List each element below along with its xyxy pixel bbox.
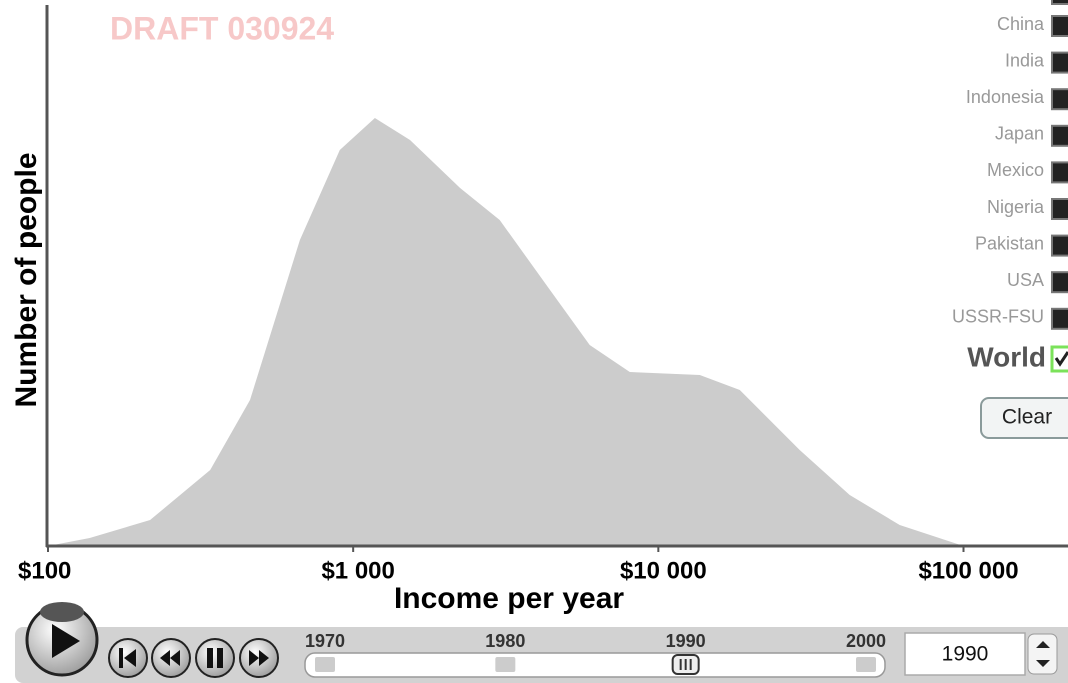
year-tick <box>315 657 335 672</box>
thumb-grip <box>679 659 692 670</box>
x-tick-label: $100 000 <box>918 557 1018 584</box>
play-icon <box>52 624 80 658</box>
year-label: 1980 <box>485 631 525 651</box>
checkbox[interactable] <box>1051 124 1068 147</box>
world-checkbox[interactable] <box>1050 345 1068 373</box>
pause-icon <box>207 648 223 668</box>
clear-label: Clear <box>1002 406 1052 429</box>
year-label: 2000 <box>846 631 886 651</box>
checkbox[interactable] <box>1051 0 1068 5</box>
clear-button[interactable] <box>980 397 1068 439</box>
country-label: China <box>997 14 1045 34</box>
country-label: Japan <box>995 124 1044 144</box>
country-label: Indonesia <box>966 87 1045 107</box>
checkbox[interactable] <box>1051 161 1068 184</box>
year-label: 1990 <box>666 631 706 651</box>
year-label: 1970 <box>305 631 345 651</box>
area <box>48 118 964 546</box>
pause-button[interactable] <box>195 638 235 678</box>
x-axis-label: Income per year <box>394 582 624 615</box>
checkbox[interactable] <box>1051 198 1068 220</box>
checkbox[interactable] <box>1051 15 1068 37</box>
timeline: 1970 1980 1990 2000 <box>305 631 886 675</box>
forward-icon <box>249 650 269 666</box>
year-box[interactable] <box>904 632 1026 676</box>
x-tick-label: $10 000 <box>620 557 707 584</box>
x-tick-label: $1 000 <box>321 557 394 584</box>
year-tick <box>495 657 516 672</box>
timeline-track[interactable] <box>304 652 886 678</box>
country-label: USA <box>1007 270 1044 290</box>
checkbox[interactable] <box>1051 307 1068 330</box>
country-label: USSR-FSU <box>952 307 1044 327</box>
checkbox[interactable] <box>1051 51 1068 74</box>
play-highlight <box>40 602 84 622</box>
x-ticks: $100 $1 000 $10 000 $100 000 <box>18 546 1019 584</box>
country-label: Nigeria <box>987 197 1045 217</box>
checkbox[interactable] <box>1051 234 1068 257</box>
spinner[interactable] <box>1027 633 1058 675</box>
x-tick-label: $100 <box>18 557 71 584</box>
watermark: DRAFT 030924 <box>110 10 334 46</box>
year-value: 1990 <box>942 643 989 666</box>
y-axis-label: Number of people <box>10 152 43 407</box>
checkbox[interactable] <box>1051 271 1068 294</box>
world-label: World <box>967 341 1046 372</box>
checkbox[interactable] <box>1051 88 1068 111</box>
check-mark <box>1054 351 1068 367</box>
rewind-icon <box>160 650 180 666</box>
start-icon <box>119 648 136 668</box>
country-label: Pakistan <box>975 233 1044 253</box>
spinner-arrows <box>1036 641 1050 667</box>
legend: China India Indonesia Japan Mexico Nigeria Pak… <box>952 0 1068 373</box>
country-label: Mexico <box>987 160 1044 180</box>
year-tick <box>856 657 876 672</box>
plot <box>48 118 964 546</box>
country-label: India <box>1005 50 1045 70</box>
